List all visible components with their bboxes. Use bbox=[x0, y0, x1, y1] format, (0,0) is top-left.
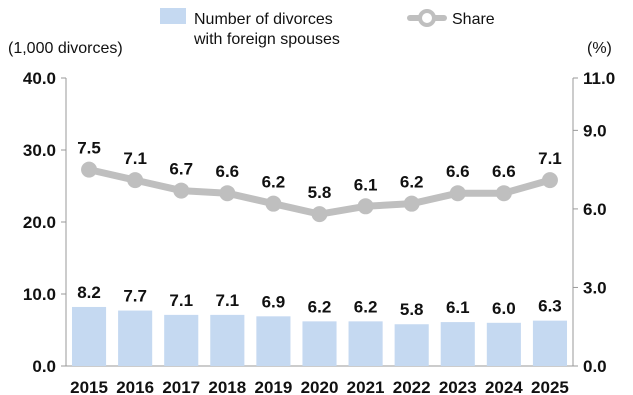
share-point bbox=[449, 185, 466, 202]
left-tick-label: 30.0 bbox=[23, 141, 56, 160]
share-value-label: 5.8 bbox=[308, 183, 332, 202]
x-tick-label: 2024 bbox=[485, 378, 523, 395]
share-point bbox=[127, 172, 144, 189]
share-value-label: 6.6 bbox=[215, 162, 239, 181]
x-tick-label: 2015 bbox=[70, 378, 108, 395]
x-tick-label: 2022 bbox=[393, 378, 431, 395]
share-point bbox=[541, 172, 558, 189]
x-tick-label: 2021 bbox=[347, 378, 385, 395]
bar bbox=[256, 316, 291, 366]
bar bbox=[164, 314, 199, 366]
bar-value-label: 5.8 bbox=[400, 300, 424, 319]
share-point bbox=[219, 185, 236, 202]
bar-series bbox=[71, 306, 568, 366]
bar bbox=[440, 322, 475, 366]
x-tick-label: 2016 bbox=[116, 378, 154, 395]
share-point bbox=[495, 185, 512, 202]
bar-value-label: 6.3 bbox=[538, 297, 562, 316]
right-tick-label: 3.0 bbox=[583, 278, 607, 297]
share-value-label: 6.1 bbox=[354, 175, 378, 194]
bar bbox=[348, 321, 383, 366]
x-tick-label: 2020 bbox=[301, 378, 339, 395]
left-tick-label: 0.0 bbox=[32, 357, 56, 376]
legend-bar-swatch bbox=[160, 8, 186, 24]
share-point bbox=[173, 182, 190, 199]
share-point bbox=[357, 198, 374, 215]
bar-value-label: 8.2 bbox=[77, 283, 101, 302]
share-value-label: 6.2 bbox=[400, 173, 424, 192]
legend-line-marker bbox=[418, 9, 436, 27]
legend-bar-label-line2: with foreign spouses bbox=[193, 31, 340, 48]
legend-line-label: Share bbox=[452, 11, 495, 28]
bar-value-label: 7.1 bbox=[215, 291, 239, 310]
right-tick-label: 9.0 bbox=[583, 121, 607, 140]
bar bbox=[394, 324, 429, 366]
line-series bbox=[81, 161, 558, 223]
bar bbox=[486, 322, 521, 366]
bar-value-label: 6.2 bbox=[308, 297, 332, 316]
share-value-label: 6.7 bbox=[169, 160, 193, 179]
right-tick-label: 0.0 bbox=[583, 357, 607, 376]
share-value-label: 6.6 bbox=[446, 162, 470, 181]
left-tick-label: 40.0 bbox=[23, 69, 56, 88]
x-tick-label: 2018 bbox=[208, 378, 246, 395]
share-value-label: 7.1 bbox=[538, 149, 562, 168]
legend-bar-label-line1: Number of divorces bbox=[194, 11, 333, 28]
left-axis-unit: (1,000 divorces) bbox=[8, 40, 123, 57]
bar-value-label: 6.1 bbox=[446, 298, 470, 317]
share-point bbox=[265, 195, 282, 212]
x-tick-label: 2023 bbox=[439, 378, 477, 395]
x-tick-label: 2025 bbox=[531, 378, 569, 395]
right-tick-label: 11.0 bbox=[583, 69, 615, 88]
x-axis-ticks: 2015 2016 2017 2018 2019 2020 2021 2022 2023 2024… bbox=[70, 378, 569, 395]
share-value-label: 6.6 bbox=[492, 162, 516, 181]
share-point bbox=[311, 206, 328, 223]
bar bbox=[302, 321, 337, 366]
bar-value-labels: 8.2 7.7 7.1 7.1 6.9 6.2 6.2 5.8 6.1 6.0 6.3 bbox=[77, 283, 562, 319]
share-point bbox=[403, 195, 420, 212]
bar bbox=[118, 310, 153, 366]
x-tick-label: 2019 bbox=[254, 378, 292, 395]
bar-value-label: 6.2 bbox=[354, 297, 378, 316]
line-value-labels: 7.5 7.1 6.7 6.6 6.2 5.8 6.1 6.2 6.6 6.6 7.1 bbox=[77, 139, 562, 203]
left-axis-ticks: 0.0 10.0 20.0 30.0 40.0 bbox=[23, 69, 66, 376]
share-value-label: 7.1 bbox=[123, 149, 147, 168]
bar bbox=[210, 314, 245, 366]
bar bbox=[71, 306, 107, 366]
share-value-label: 6.2 bbox=[262, 173, 286, 192]
bar-value-label: 7.7 bbox=[123, 287, 147, 306]
x-tick-label: 2017 bbox=[162, 378, 200, 395]
bar-value-label: 7.1 bbox=[169, 291, 193, 310]
left-tick-label: 20.0 bbox=[23, 213, 56, 232]
share-value-label: 7.5 bbox=[77, 139, 101, 158]
right-axis-ticks: 0.0 3.0 6.0 9.0 11.0 bbox=[573, 69, 615, 376]
share-point bbox=[81, 161, 98, 178]
bar-value-label: 6.9 bbox=[262, 292, 286, 311]
right-axis-unit: (%) bbox=[587, 40, 612, 57]
bar bbox=[532, 320, 568, 366]
legend: Number of divorces with foreign spouses … bbox=[160, 8, 495, 48]
left-tick-label: 10.0 bbox=[23, 285, 56, 304]
bar-value-label: 6.0 bbox=[492, 299, 516, 318]
right-tick-label: 6.0 bbox=[583, 200, 607, 219]
